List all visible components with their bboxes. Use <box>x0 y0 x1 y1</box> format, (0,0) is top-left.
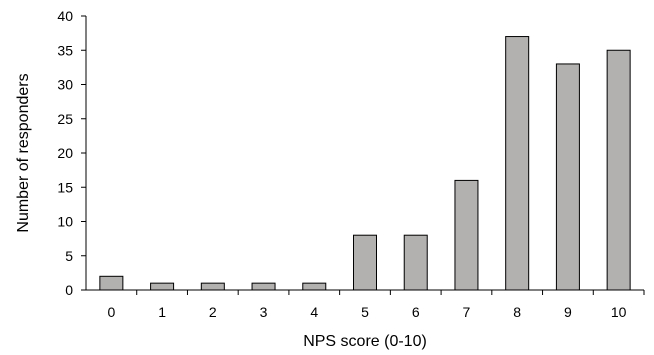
y-tick-label: 15 <box>57 179 73 195</box>
bar-score-1 <box>150 282 175 291</box>
bars <box>99 36 631 291</box>
y-tick-label: 40 <box>57 8 73 24</box>
x-tick-label: 6 <box>412 304 420 320</box>
x-tick-label: 8 <box>513 304 521 320</box>
x-tick-label: 10 <box>611 304 627 320</box>
x-tick-label: 7 <box>463 304 471 320</box>
bar-score-3 <box>251 282 276 291</box>
x-tick-label: 2 <box>209 304 217 320</box>
bar-score-8 <box>505 36 530 291</box>
bar-score-10 <box>606 49 631 291</box>
bar-score-5 <box>353 234 377 291</box>
x-tick-label: 5 <box>361 304 369 320</box>
y-tick-label: 25 <box>57 111 73 127</box>
bar-score-2 <box>200 282 225 291</box>
bar-score-7 <box>454 179 479 291</box>
y-tick-label: 30 <box>57 77 73 93</box>
x-tick-label: 0 <box>107 304 115 320</box>
bar-score-6 <box>403 234 428 291</box>
y-axis-title: Number of responders <box>15 73 32 232</box>
y-tick-label: 0 <box>65 282 73 298</box>
y-tick-label: 5 <box>65 248 73 264</box>
x-tick-label: 3 <box>260 304 268 320</box>
bar-score-9 <box>555 63 580 291</box>
y-tick-label: 20 <box>57 145 73 161</box>
y-axis-ticks: 0 5 10 15 20 25 30 35 40 <box>57 8 86 298</box>
bar-score-4 <box>302 282 327 291</box>
x-axis-title: NPS score (0-10) <box>303 333 427 350</box>
y-tick-label: 10 <box>57 214 73 230</box>
x-tick-label: 4 <box>310 304 318 320</box>
y-tick-label: 35 <box>57 42 73 58</box>
x-axis-ticks: 0 1 2 3 4 5 6 7 8 9 10 <box>107 290 645 320</box>
x-tick-label: 9 <box>564 304 572 320</box>
x-tick-label: 1 <box>158 304 166 320</box>
bar-score-0 <box>99 275 124 291</box>
